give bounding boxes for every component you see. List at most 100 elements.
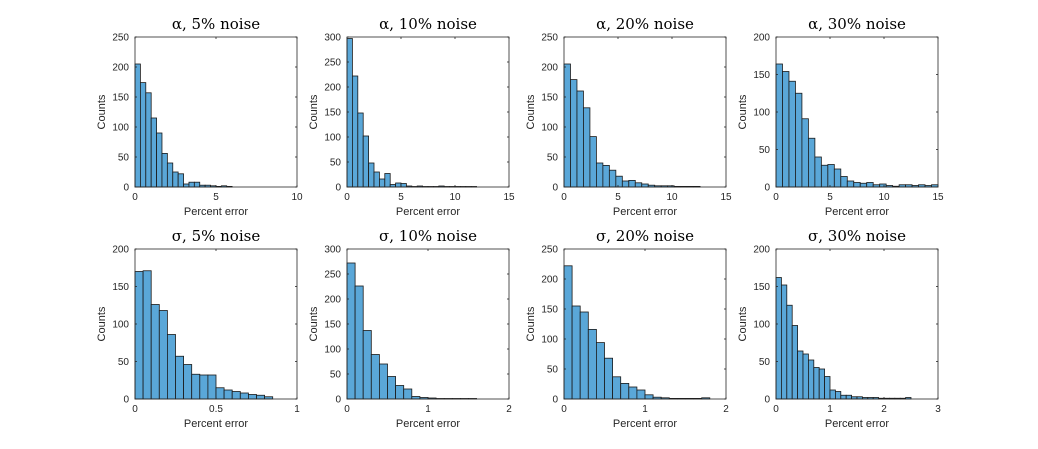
x-tick-label: 0 — [773, 404, 779, 415]
y-tick-label: 150 — [541, 93, 558, 104]
x-axis-label: Percent error — [184, 206, 249, 218]
histogram-bar — [395, 385, 405, 400]
x-tick-label: 0 — [344, 404, 350, 415]
histogram-bar — [775, 63, 783, 188]
histogram-bar — [589, 136, 597, 188]
histogram-bar — [400, 183, 407, 188]
histogram-bar — [362, 330, 372, 400]
histogram-bar — [628, 179, 636, 188]
histogram-bar — [833, 168, 842, 188]
y-axis-label: Counts — [737, 94, 749, 129]
x-tick-label: 15 — [503, 192, 515, 203]
histogram-bar — [351, 75, 359, 188]
histogram-bar — [156, 132, 163, 188]
histogram-bar — [786, 304, 793, 400]
histogram-bar — [612, 376, 622, 400]
histogram-bar — [818, 368, 826, 400]
histogram-bar — [845, 394, 853, 400]
histogram-bar — [570, 79, 578, 188]
y-tick-label: 150 — [324, 320, 341, 331]
x-tick-label: 0 — [561, 404, 567, 415]
panel-title: α, 20% noise — [596, 15, 694, 33]
y-tick-label: 50 — [759, 357, 771, 368]
histogram-bar — [387, 376, 397, 400]
histogram-bar — [583, 107, 591, 188]
y-tick-label: 150 — [324, 108, 341, 119]
histogram-bar — [814, 156, 822, 188]
histogram-bar — [840, 176, 848, 188]
histogram-bar — [820, 164, 829, 188]
histogram-bar — [239, 392, 249, 400]
histogram-bar — [223, 389, 233, 400]
y-tick-label: 50 — [118, 153, 130, 164]
x-tick-label: 1 — [642, 404, 648, 415]
histogram-bar — [256, 394, 266, 400]
histogram-bar — [866, 182, 874, 188]
y-tick-label: 0 — [764, 395, 770, 406]
y-tick-label: 200 — [112, 63, 129, 74]
histogram-bar — [802, 353, 809, 400]
histogram-bar — [346, 262, 356, 400]
y-tick-label: 100 — [541, 123, 558, 134]
panel-title: σ, 30% noise — [808, 227, 906, 245]
y-tick-label: 100 — [112, 123, 129, 134]
histogram-bar — [378, 363, 388, 400]
y-tick-label: 300 — [324, 245, 341, 256]
y-tick-label: 0 — [123, 183, 129, 194]
histogram-bar — [596, 342, 605, 400]
x-tick-label: 5 — [213, 192, 219, 203]
histogram-bar — [781, 284, 788, 400]
x-axis-label: Percent error — [396, 418, 461, 430]
y-tick-label: 150 — [753, 70, 770, 81]
histogram-bar — [604, 357, 614, 400]
histogram-bar — [166, 162, 174, 188]
x-axis-label: Percent error — [184, 418, 249, 430]
panel-title: σ, 10% noise — [379, 227, 477, 245]
y-tick-label: 200 — [324, 295, 341, 306]
histogram-panel: 0 1 2 3 0 50 100 150 200 σ, 30% noise Percent erro… — [737, 227, 941, 430]
histogram-bar — [370, 354, 380, 400]
histogram-bar — [134, 271, 144, 400]
histogram-bar — [161, 152, 168, 188]
y-tick-label: 200 — [541, 63, 558, 74]
y-tick-label: 100 — [753, 320, 770, 331]
x-tick-label: 0 — [132, 404, 138, 415]
histogram-bar — [576, 90, 584, 188]
y-tick-label: 250 — [541, 33, 558, 44]
x-tick-label: 0.5 — [209, 404, 223, 415]
histogram-bar — [801, 118, 809, 188]
y-tick-label: 0 — [552, 395, 558, 406]
y-tick-label: 200 — [324, 83, 341, 94]
x-tick-label: 2 — [506, 404, 512, 415]
histogram-bar — [191, 373, 201, 400]
y-tick-label: 50 — [759, 145, 771, 156]
x-tick-label: 2 — [881, 404, 887, 415]
y-tick-label: 250 — [324, 270, 341, 281]
y-tick-label: 150 — [541, 305, 558, 316]
histogram-bar — [231, 391, 241, 400]
histogram-bar — [579, 311, 589, 400]
y-axis-label: Counts — [96, 306, 108, 341]
histogram-bar — [827, 164, 835, 188]
y-axis-label: Counts — [308, 94, 320, 129]
y-tick-label: 0 — [552, 183, 558, 194]
panel-title: α, 10% noise — [379, 15, 477, 33]
histogram-bar — [183, 364, 193, 400]
histogram-bar — [641, 183, 649, 188]
histogram-bar — [835, 391, 842, 400]
y-tick-label: 250 — [541, 245, 558, 256]
histogram-bar — [634, 182, 643, 188]
y-axis-label: Counts — [737, 306, 749, 341]
x-tick-label: 2 — [723, 404, 729, 415]
x-tick-label: 5 — [398, 192, 404, 203]
x-tick-label: 1 — [425, 404, 431, 415]
y-tick-label: 100 — [324, 345, 341, 356]
y-axis-label: Counts — [96, 94, 108, 129]
x-axis-label: Percent error — [396, 206, 461, 218]
histogram-bar — [859, 182, 868, 188]
histogram-bar — [620, 382, 630, 400]
